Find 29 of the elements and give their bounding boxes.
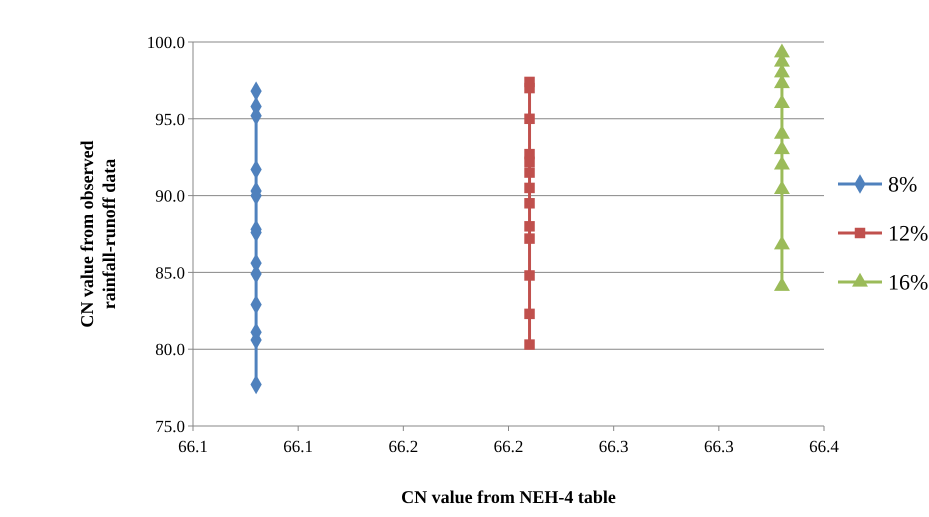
point	[524, 233, 535, 244]
point	[524, 308, 535, 320]
point	[524, 270, 535, 281]
y-tick-label: 75.0	[155, 416, 185, 436]
x-tick-label: 66.3	[598, 437, 629, 456]
y-axis-title: CN value from observed rainfall-runoff data	[77, 140, 119, 328]
point	[524, 82, 535, 94]
y-tick-label: 100.0	[146, 32, 185, 52]
y-tick-label: 80.0	[155, 340, 185, 360]
x-tick-label: 66.2	[388, 437, 418, 456]
legend-label: 8%	[888, 172, 918, 197]
point	[524, 182, 535, 194]
x-tick-label: 66.4	[809, 437, 840, 456]
y-tick-label: 90.0	[155, 186, 185, 206]
x-tick-label: 66.1	[178, 437, 208, 456]
point	[524, 198, 535, 209]
y-tick-label: 85.0	[155, 263, 185, 282]
x-tick-label: 66.2	[494, 437, 524, 456]
legend-label: 12%	[888, 220, 928, 246]
point	[524, 339, 535, 350]
y-tick-label: 95.0	[155, 110, 185, 129]
x-tick-label: 66.1	[283, 437, 314, 456]
point	[524, 221, 535, 232]
legend-label: 16%	[888, 270, 928, 295]
point	[524, 156, 535, 168]
point	[524, 114, 535, 124]
x-tick-label: 66.3	[704, 437, 734, 456]
x-axis-title: CN value from NEH-4 table	[401, 487, 616, 507]
point	[524, 167, 535, 178]
